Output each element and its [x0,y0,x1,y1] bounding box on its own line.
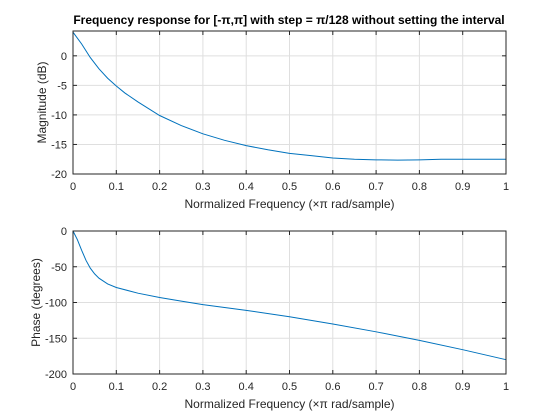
phase-x-tick-label: 0.9 [455,381,470,393]
magnitude-y-tick-label: -20 [51,169,67,181]
phase-x-tick-label: 0.5 [282,381,297,393]
phase-y-tick-label: -200 [45,369,67,381]
phase-y-tick-label: 0 [61,226,67,238]
phase-x-tick-label: 0.8 [412,381,427,393]
magnitude-axes: 0 0.1 0.2 0.3 0.4 0.5 0.6 0.7 0.8 0.9 1 0 -5 -10 -15 -2… [35,30,509,211]
phase-x-axis-label: Normalized Frequency (×π rad/sample) [184,397,394,411]
phase-y-tick-label: -150 [45,333,67,345]
phase-ticks: 0 0.1 0.2 0.3 0.4 0.5 0.6 0.7 0.8 0.9 1 0 -50 -100 -15… [45,226,509,393]
magnitude-y-tick-label: -10 [51,110,67,122]
magnitude-y-axis-label: Magnitude (dB) [35,61,49,143]
magnitude-x-tick-label: 0.1 [109,181,124,193]
phase-x-tick-label: 0.1 [109,381,124,393]
magnitude-x-tick-label: 0.9 [455,181,470,193]
magnitude-x-tick-label: 0.5 [282,181,297,193]
magnitude-ticks: 0 0.1 0.2 0.3 0.4 0.5 0.6 0.7 0.8 0.9 1 0 -5 -10 -15 -2… [51,31,509,193]
magnitude-series-line [72,31,506,161]
magnitude-x-axis-label: Normalized Frequency (×π rad/sample) [184,197,394,211]
magnitude-x-tick-label: 1 [503,181,509,193]
phase-x-tick-label: 0.7 [368,381,383,393]
magnitude-y-tick-label: -15 [51,139,67,151]
phase-axes: 0 0.1 0.2 0.3 0.4 0.5 0.6 0.7 0.8 0.9 1 0 -50 -100 -15… [29,226,509,411]
chart-title: Frequency response for [-π,π] with step … [73,13,504,27]
phase-series-line [72,230,507,361]
magnitude-x-tick-label: 0.8 [412,181,427,193]
magnitude-x-tick-label: 0.6 [325,181,340,193]
magnitude-x-tick-label: 0.7 [368,181,383,193]
magnitude-x-tick-label: 0 [70,181,76,193]
magnitude-x-tick-label: 0.4 [239,181,254,193]
phase-y-tick-label: -50 [51,262,67,274]
magnitude-y-tick-label: -5 [57,80,67,92]
phase-x-tick-label: 0.4 [239,381,254,393]
phase-x-tick-label: 1 [503,381,509,393]
phase-x-tick-label: 0 [70,381,76,393]
magnitude-x-tick-label: 0.3 [195,181,210,193]
phase-x-tick-label: 0.6 [325,381,340,393]
phase-x-tick-label: 0.3 [195,381,210,393]
phase-y-tick-label: -100 [45,298,67,310]
magnitude-x-tick-label: 0.2 [152,181,167,193]
magnitude-y-tick-label: 0 [61,51,67,63]
phase-x-tick-label: 0.2 [152,381,167,393]
phase-y-axis-label: Phase (degrees) [29,258,43,347]
